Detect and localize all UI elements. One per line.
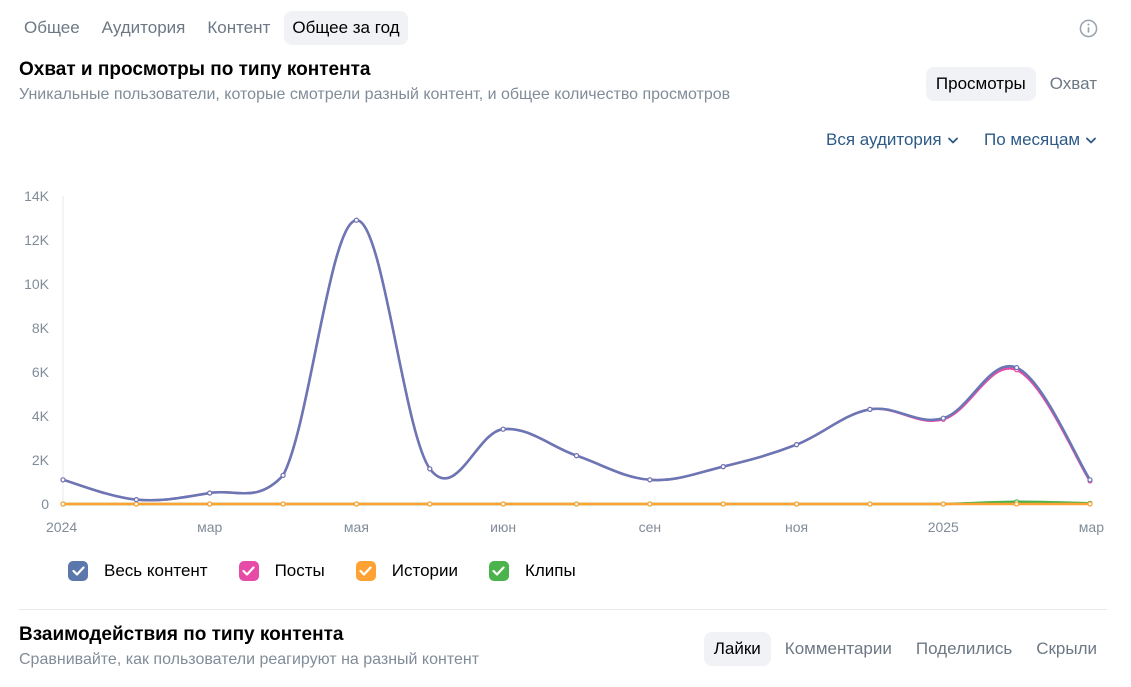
legend-item-all-content[interactable]: Весь контент (68, 561, 208, 581)
toggle-likes[interactable]: Лайки (703, 632, 771, 666)
data-point-stories (353, 501, 360, 507)
data-point-stories (280, 501, 286, 507)
section-divider (19, 609, 1107, 610)
legend-label-clips: Клипы (524, 561, 576, 580)
data-point-all-content (1087, 477, 1093, 483)
data-point-stories (427, 501, 433, 507)
chevron-down-icon (1086, 137, 1097, 143)
audience-dropdown-label: Вся аудитория (826, 130, 942, 149)
data-point-stories (647, 501, 653, 507)
audience-dropdown[interactable]: Вся аудитория (826, 130, 958, 150)
data-point-stories (207, 501, 213, 507)
legend-item-stories[interactable]: Истории (355, 561, 458, 581)
x-tick-label: 2024 (46, 519, 77, 535)
data-point-stories (1014, 501, 1020, 507)
data-point-all-content (280, 472, 286, 478)
data-point-all-content (647, 477, 653, 483)
tab-audience[interactable]: Аудитория (101, 18, 186, 37)
data-point-all-content (207, 490, 213, 496)
interactions-toggle: Лайки Комментарии Поделились Скрыли (703, 632, 1107, 666)
checkbox-clips[interactable] (488, 561, 509, 581)
reach-section-subtitle: Уникальные пользователи, которые смотрел… (19, 86, 731, 103)
data-point-stories (720, 501, 726, 507)
y-tick-label: 2K (32, 452, 50, 468)
views-reach-toggle: Просмотры Охват (925, 67, 1107, 101)
tab-general[interactable]: Общее (24, 18, 80, 37)
toggle-comments[interactable]: Комментарии (784, 639, 892, 658)
data-point-all-content (1014, 365, 1020, 371)
data-point-stories (500, 501, 506, 507)
toggle-shares[interactable]: Поделились (915, 639, 1013, 658)
data-point-stories (867, 501, 873, 507)
check-icon (242, 566, 255, 576)
series-line-all-content (62, 218, 1092, 502)
series-line-posts (62, 218, 1092, 502)
views-line-chart: 0 2K 4K 6K 8K 10K 12K 14K 2024 мар мая июн сен ноя 20… (24, 188, 1104, 535)
check-icon (71, 566, 85, 576)
toggle-views[interactable]: Просмотры (925, 67, 1036, 101)
y-tick-label: 12K (24, 232, 50, 248)
data-point-all-content (353, 217, 360, 223)
checkbox-stories[interactable] (355, 561, 376, 581)
legend-label-posts: Посты (274, 561, 325, 580)
y-tick-label: 8K (32, 320, 50, 336)
x-tick-label: ноя (785, 519, 808, 535)
legend-item-posts[interactable]: Посты (238, 561, 325, 581)
checkbox-all-content[interactable] (68, 561, 88, 581)
period-dropdown-label: По месяцам (984, 130, 1081, 149)
chevron-down-icon (947, 137, 958, 143)
data-point-stories (133, 501, 139, 507)
interactions-section-title: Взаимодействия по типу контента (19, 624, 344, 645)
y-tick-label: 10K (24, 276, 50, 292)
data-point-all-content (720, 464, 726, 470)
data-point-all-content (867, 406, 873, 412)
x-tick-label: 2025 (928, 519, 959, 535)
tab-content[interactable]: Контент (207, 18, 271, 37)
reach-section-title: Охват и просмотры по типу контента (19, 59, 371, 80)
chart-legend: Весь контент Посты Истории Клипы (68, 561, 607, 581)
data-point-all-content (793, 442, 800, 448)
data-point-stories (60, 501, 66, 507)
tab-year-summary[interactable]: Общее за год (284, 11, 408, 45)
data-point-stories (1087, 501, 1093, 507)
info-icon[interactable] (1079, 19, 1098, 38)
data-point-stories (940, 501, 946, 507)
data-point-stories (793, 501, 800, 507)
top-tabs: Общее Аудитория Контент Общее за год (16, 11, 408, 45)
x-tick-label: мар (197, 519, 222, 535)
data-point-all-content (60, 477, 66, 483)
checkbox-posts[interactable] (238, 561, 259, 581)
data-point-all-content (940, 415, 946, 421)
check-icon (359, 566, 372, 576)
period-dropdown[interactable]: По месяцам (984, 130, 1097, 150)
data-point-stories (573, 501, 580, 507)
x-tick-label: мар (1079, 519, 1104, 535)
y-tick-label: 0 (41, 496, 49, 512)
y-tick-label: 6K (32, 364, 50, 380)
toggle-hidden[interactable]: Скрыли (1036, 639, 1097, 658)
data-point-all-content (133, 497, 139, 503)
data-point-all-content (573, 453, 580, 459)
interactions-section-subtitle: Сравнивайте, как пользователи реагируют … (19, 651, 480, 668)
data-point-all-content (500, 426, 506, 432)
legend-label-stories: Истории (391, 561, 458, 580)
y-tick-label: 4K (32, 408, 50, 424)
legend-item-clips[interactable]: Клипы (488, 561, 576, 581)
check-icon (492, 566, 506, 576)
legend-label-all-content: Весь контент (104, 561, 208, 580)
data-point-all-content (427, 466, 433, 472)
x-tick-label: мая (344, 519, 369, 535)
x-tick-label: сен (639, 519, 662, 535)
y-tick-label: 14K (24, 188, 50, 204)
x-tick-label: июн (490, 519, 516, 535)
toggle-reach[interactable]: Охват (1049, 74, 1097, 93)
